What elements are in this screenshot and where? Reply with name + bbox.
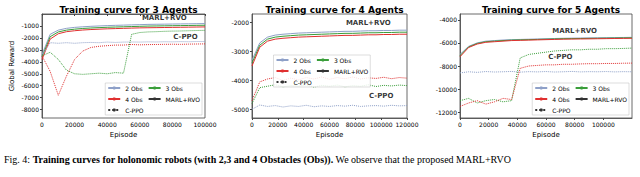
svg-text:120000: 120000 bbox=[396, 121, 419, 128]
svg-text:60000: 60000 bbox=[536, 121, 555, 128]
svg-text:C-PPO: C-PPO bbox=[173, 33, 197, 41]
svg-text:100000: 100000 bbox=[592, 121, 615, 128]
svg-text:4 Obs: 4 Obs bbox=[125, 96, 142, 103]
svg-text:40000: 40000 bbox=[508, 121, 527, 128]
svg-text:2 Obs: 2 Obs bbox=[125, 85, 142, 92]
svg-text:4 Obs: 4 Obs bbox=[294, 68, 311, 75]
svg-text:100000: 100000 bbox=[370, 121, 393, 128]
svg-text:Training curve for 3 Agents: Training curve for 3 Agents bbox=[59, 5, 197, 15]
svg-text:-2000: -2000 bbox=[22, 34, 40, 41]
svg-text:C-PPO: C-PPO bbox=[369, 92, 393, 100]
svg-text:-4000: -4000 bbox=[440, 16, 458, 23]
svg-text:0: 0 bbox=[40, 121, 44, 128]
svg-text:Episode: Episode bbox=[110, 131, 138, 139]
svg-text:Episode: Episode bbox=[316, 131, 344, 139]
svg-text:-4000: -4000 bbox=[232, 77, 250, 84]
svg-text:Episode: Episode bbox=[532, 131, 560, 139]
svg-text:0: 0 bbox=[458, 121, 462, 128]
svg-text:-5000: -5000 bbox=[22, 70, 40, 77]
svg-text:60000: 60000 bbox=[320, 121, 339, 128]
svg-text:0: 0 bbox=[250, 121, 254, 128]
svg-text:MARL+RVO: MARL+RVO bbox=[334, 68, 369, 75]
svg-text:3 Obs: 3 Obs bbox=[166, 85, 183, 92]
svg-text:Global Reward: Global Reward bbox=[8, 41, 16, 92]
svg-text:MARL+RVO: MARL+RVO bbox=[593, 96, 628, 103]
svg-text:-5000: -5000 bbox=[232, 106, 250, 113]
svg-text:-3000: -3000 bbox=[232, 48, 250, 55]
svg-text:60000: 60000 bbox=[130, 121, 149, 128]
svg-text:-6000: -6000 bbox=[440, 39, 458, 46]
svg-text:2 Obs: 2 Obs bbox=[552, 85, 569, 92]
svg-text:-8000: -8000 bbox=[22, 106, 40, 113]
svg-text:2 Obs: 2 Obs bbox=[294, 57, 311, 64]
svg-text:100000: 100000 bbox=[194, 121, 217, 128]
svg-text:-4000: -4000 bbox=[22, 58, 40, 65]
svg-text:-12000: -12000 bbox=[436, 109, 457, 116]
svg-text:-8000: -8000 bbox=[440, 63, 458, 70]
svg-text:-10000: -10000 bbox=[436, 86, 457, 93]
svg-text:-2000: -2000 bbox=[232, 19, 250, 26]
svg-text:C-PPO: C-PPO bbox=[552, 107, 571, 114]
svg-text:MARL+RVO: MARL+RVO bbox=[166, 96, 201, 103]
svg-text:MARL+RVO: MARL+RVO bbox=[142, 14, 187, 22]
svg-text:-1000: -1000 bbox=[22, 22, 40, 29]
svg-text:40000: 40000 bbox=[294, 121, 313, 128]
svg-text:80000: 80000 bbox=[163, 121, 182, 128]
svg-text:-3000: -3000 bbox=[22, 46, 40, 53]
svg-text:3 Obs: 3 Obs bbox=[593, 85, 610, 92]
svg-text:Training curve for 4 Agents: Training curve for 4 Agents bbox=[265, 5, 403, 15]
html-text:Fig. 4: Training curves for ho: Fig. 4: Training curves for holonomic ro… bbox=[4, 154, 511, 165]
svg-text:MARL+RVO: MARL+RVO bbox=[346, 19, 391, 27]
svg-text:C-PPO: C-PPO bbox=[294, 79, 313, 86]
svg-text:4 Obs: 4 Obs bbox=[552, 96, 569, 103]
svg-text:20000: 20000 bbox=[268, 121, 287, 128]
svg-text:80000: 80000 bbox=[565, 121, 584, 128]
svg-text:C-PPO: C-PPO bbox=[548, 53, 572, 61]
svg-text:20000: 20000 bbox=[65, 121, 84, 128]
svg-text:20000: 20000 bbox=[479, 121, 498, 128]
svg-text:Training curve for 5 Agents: Training curve for 5 Agents bbox=[482, 5, 620, 15]
svg-text:3 Obs: 3 Obs bbox=[334, 57, 351, 64]
svg-text:-7000: -7000 bbox=[22, 94, 40, 101]
svg-text:-6000: -6000 bbox=[22, 82, 40, 89]
svg-text:MARL+RVO: MARL+RVO bbox=[552, 27, 597, 35]
svg-text:80000: 80000 bbox=[346, 121, 365, 128]
svg-text:40000: 40000 bbox=[98, 121, 117, 128]
svg-text:C-PPO: C-PPO bbox=[125, 107, 144, 114]
